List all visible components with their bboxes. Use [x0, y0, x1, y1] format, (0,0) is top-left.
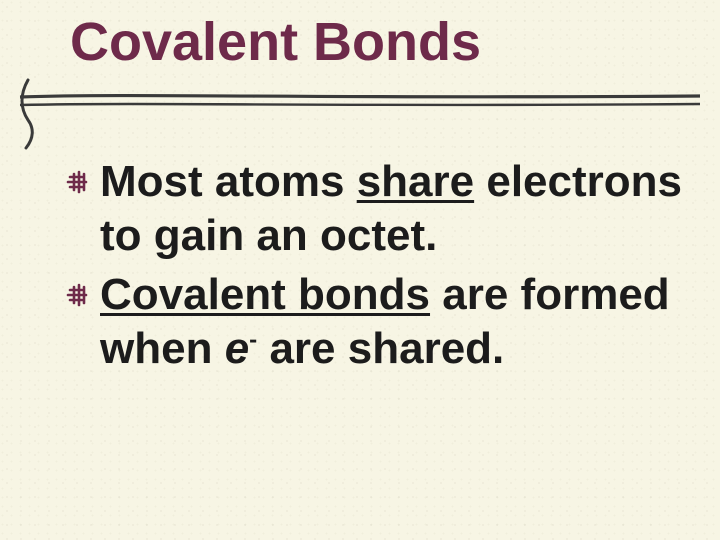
title-underline-rule — [18, 90, 702, 112]
bullet-icon — [66, 282, 92, 308]
bullet-icon — [66, 169, 92, 195]
slide: Covalent Bonds Most atoms share electron… — [0, 0, 720, 540]
slide-body: Most atoms share electrons to gain an oc… — [100, 155, 720, 382]
bullet-item: Most atoms share electrons to gain an oc… — [100, 155, 720, 262]
bullet-item: Covalent bonds are formed when e- are sh… — [100, 268, 720, 375]
margin-scribble-decoration — [10, 74, 50, 154]
slide-title: Covalent Bonds — [70, 14, 481, 71]
bullet-text: Most atoms share electrons to gain an oc… — [100, 157, 682, 260]
title-wrap: Covalent Bonds — [70, 14, 481, 71]
bullet-text: Covalent bonds are formed when e- are sh… — [100, 270, 670, 373]
